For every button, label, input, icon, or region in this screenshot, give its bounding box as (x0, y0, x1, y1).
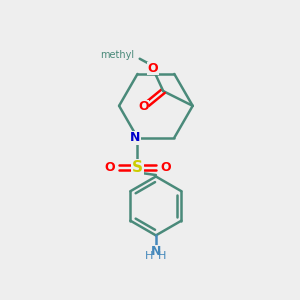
Text: O: O (138, 100, 149, 113)
Text: methyl: methyl (100, 50, 134, 60)
Text: H: H (145, 251, 154, 261)
Text: H: H (158, 251, 166, 261)
Text: S: S (132, 160, 143, 175)
Text: N: N (151, 245, 161, 258)
Text: N: N (130, 131, 140, 144)
Text: O: O (148, 62, 158, 75)
Text: O: O (104, 161, 115, 174)
Text: O: O (160, 161, 171, 174)
